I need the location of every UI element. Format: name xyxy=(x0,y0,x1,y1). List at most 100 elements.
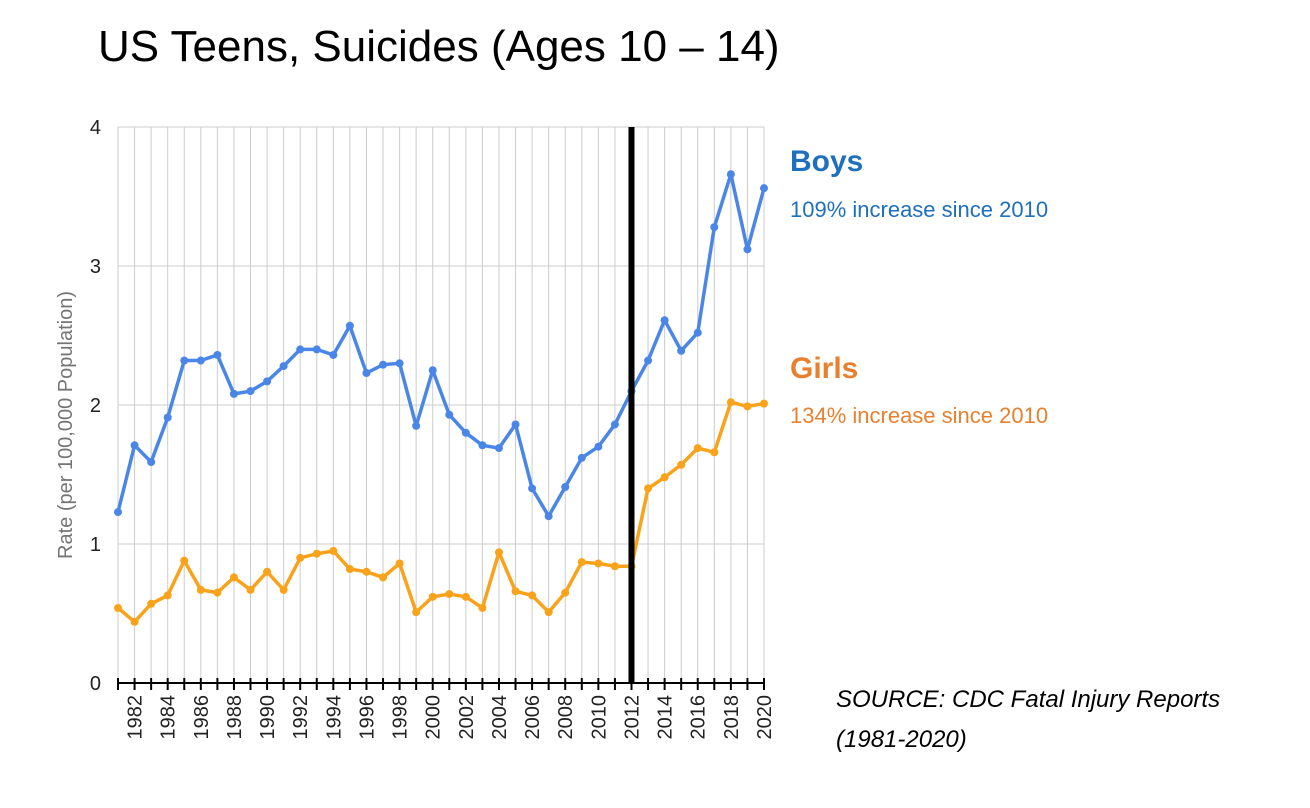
y-tick-labels: 0 1 2 3 4 xyxy=(90,117,101,695)
source-line-1: SOURCE: CDC Fatal Injury Reports xyxy=(836,686,1221,713)
data-point xyxy=(528,484,537,493)
axes xyxy=(117,678,765,690)
data-point xyxy=(279,362,288,371)
data-point xyxy=(163,413,172,422)
grid-lines xyxy=(117,126,765,683)
series-line xyxy=(116,400,765,624)
data-point xyxy=(544,608,553,617)
data-point xyxy=(130,617,139,626)
data-point xyxy=(445,410,454,419)
x-tick-label: 1982 xyxy=(125,695,147,740)
data-point xyxy=(660,316,669,325)
data-point xyxy=(395,559,404,568)
series-line xyxy=(116,172,766,518)
data-point xyxy=(147,457,156,466)
data-point xyxy=(362,369,371,378)
x-tick-labels: 1982 1984 1986 1988 1990 1992 1994 1996 1998 2000… xyxy=(125,695,776,740)
x-tick-label: 2014 xyxy=(655,695,677,740)
x-tick-label: 2012 xyxy=(621,695,643,740)
data-point xyxy=(213,588,222,597)
data-point xyxy=(296,345,305,354)
data-point xyxy=(561,483,570,492)
data-point xyxy=(263,377,272,386)
data-point xyxy=(644,356,653,365)
data-point xyxy=(610,420,619,429)
y-tick-label: 4 xyxy=(90,117,101,139)
x-tick-label: 2002 xyxy=(456,695,478,740)
data-point xyxy=(229,389,238,398)
y-tick-label: 1 xyxy=(90,534,101,556)
data-point xyxy=(196,356,205,365)
x-tick-label: 1994 xyxy=(323,695,345,740)
data-point xyxy=(461,592,470,601)
data-point xyxy=(577,558,586,567)
data-point xyxy=(379,573,388,582)
data-point xyxy=(163,591,172,600)
legend-boys-note: 109% increase since 2010 xyxy=(790,197,1049,222)
data-point xyxy=(196,585,205,594)
data-point xyxy=(743,245,752,254)
data-point xyxy=(594,559,603,568)
data-point xyxy=(743,402,752,411)
source-note: SOURCE: CDC Fatal Injury Reports (1981-2… xyxy=(836,680,1220,760)
data-point xyxy=(710,223,719,232)
x-tick-label: 2006 xyxy=(522,695,544,740)
data-point xyxy=(494,444,503,453)
data-point xyxy=(114,603,122,612)
data-point xyxy=(726,398,735,407)
data-point xyxy=(726,170,735,179)
series-girls xyxy=(114,398,768,626)
data-point xyxy=(263,567,272,576)
data-point xyxy=(362,567,371,576)
x-tick-label: 2000 xyxy=(423,695,445,740)
data-point xyxy=(312,549,321,558)
data-point xyxy=(494,548,503,557)
data-point xyxy=(677,346,686,355)
data-point xyxy=(412,608,421,617)
x-tick-label: 1998 xyxy=(390,695,412,740)
data-point xyxy=(345,321,354,330)
data-point xyxy=(760,399,768,408)
x-tick-label: 2008 xyxy=(555,695,577,740)
data-point xyxy=(760,184,768,193)
data-point xyxy=(544,512,553,521)
x-tick-label: 2020 xyxy=(754,695,776,740)
data-point xyxy=(478,603,487,612)
y-tick-label: 3 xyxy=(90,256,101,278)
data-point xyxy=(229,573,238,582)
data-point xyxy=(246,387,255,396)
data-point xyxy=(428,592,437,601)
data-point xyxy=(130,441,139,450)
legend-girls-note: 134% increase since 2010 xyxy=(790,403,1049,428)
x-tick-label: 1986 xyxy=(191,695,213,740)
data-point xyxy=(660,473,669,482)
data-point xyxy=(312,345,321,354)
data-point xyxy=(329,546,338,555)
x-tick-label: 1990 xyxy=(257,695,279,740)
legend-boys-label: Boys xyxy=(790,145,864,178)
data-point xyxy=(180,356,189,365)
data-point xyxy=(213,350,222,359)
data-point xyxy=(511,587,520,596)
x-tick-label: 2010 xyxy=(588,695,610,740)
x-tick-label: 1996 xyxy=(356,695,378,740)
x-tick-label: 1992 xyxy=(290,695,312,740)
data-point xyxy=(445,590,454,599)
data-point xyxy=(511,420,520,429)
data-point xyxy=(279,585,288,594)
data-point xyxy=(345,565,354,574)
data-point xyxy=(693,328,702,337)
data-point xyxy=(677,460,686,469)
data-point xyxy=(610,562,619,571)
data-point xyxy=(594,442,603,451)
data-point xyxy=(329,350,338,359)
data-point xyxy=(461,428,470,437)
data-point xyxy=(710,448,719,457)
data-point xyxy=(693,444,702,453)
x-tick-label: 2018 xyxy=(721,695,743,740)
data-point xyxy=(428,366,437,375)
data-point xyxy=(296,553,305,562)
data-point xyxy=(114,508,122,517)
data-point xyxy=(246,585,255,594)
